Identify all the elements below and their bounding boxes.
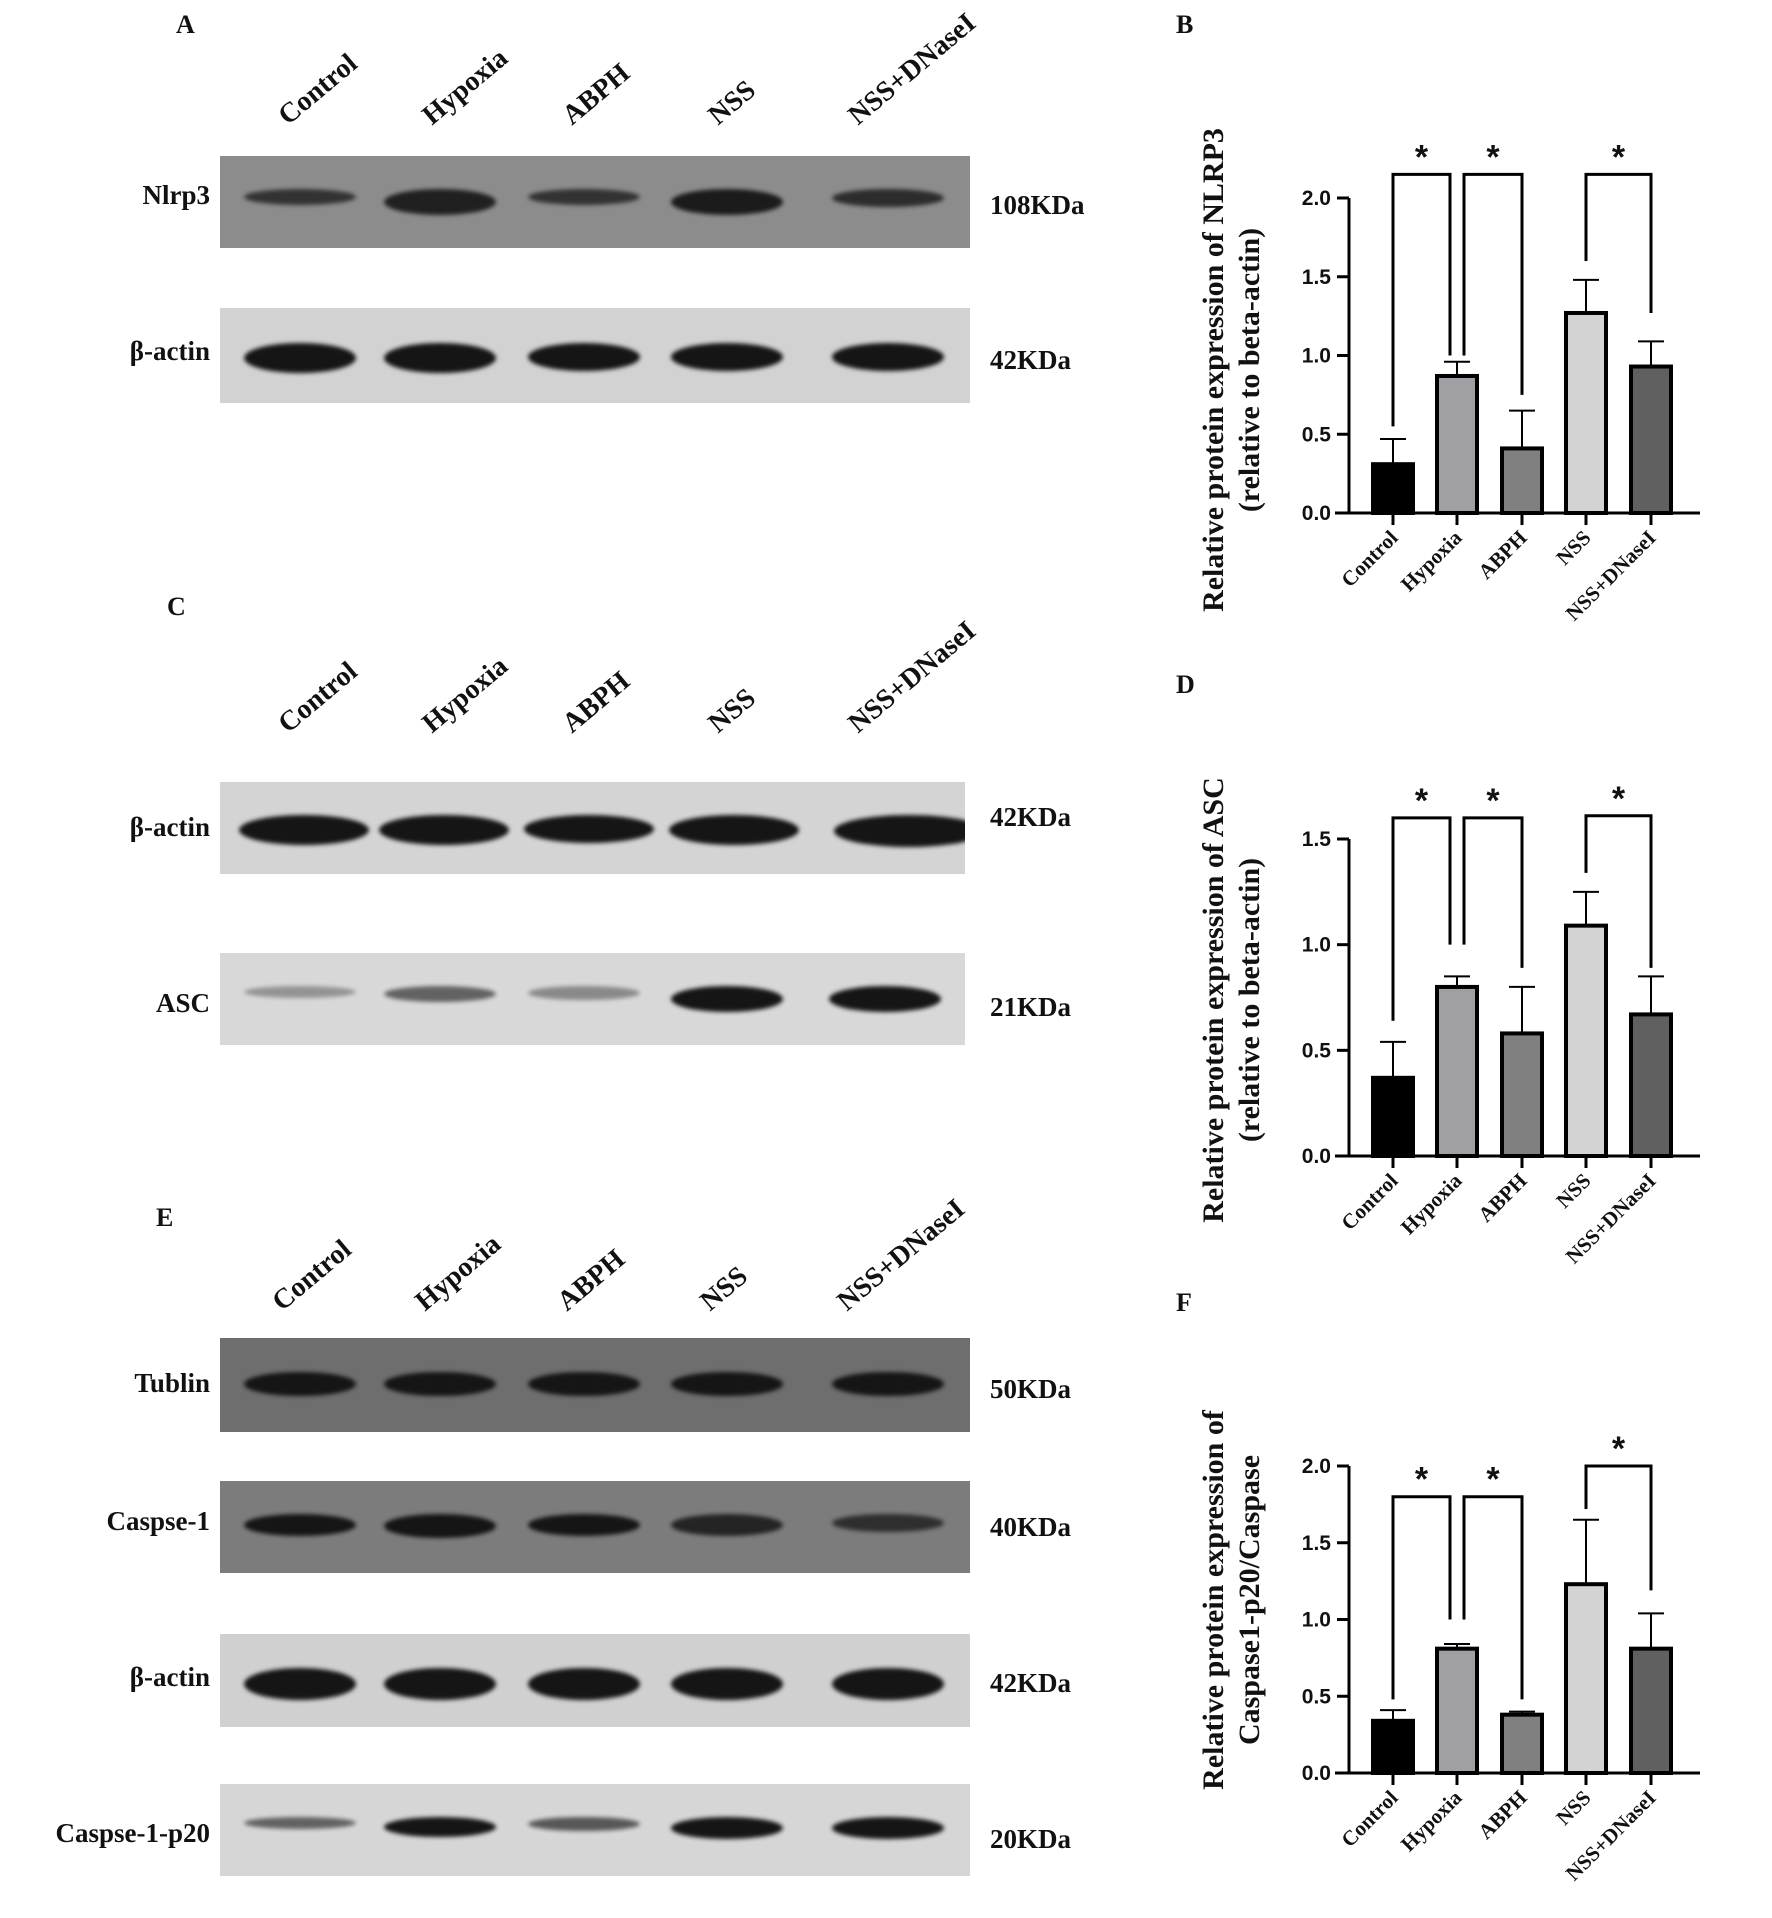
western-blot-beta-actin (220, 782, 965, 874)
significance-bracket (1462, 816, 1524, 968)
significance-bracket (1584, 814, 1653, 968)
panel-letter-f: F (1176, 1288, 1192, 1317)
significance-bracket (1391, 816, 1452, 1021)
western-blot-tublin (220, 1338, 970, 1432)
blot-label: β-actin (129, 812, 210, 842)
significance-bracket (1462, 172, 1524, 395)
y-tick-label: 0.0 (1302, 1145, 1331, 1168)
western-blot-beta-actin (220, 1634, 970, 1727)
bar-nss (1564, 310, 1608, 515)
panel-letter-a: A (176, 10, 195, 39)
molecular-weight-label: 21KDa (990, 992, 1071, 1022)
x-tick-label: ABPH (1473, 526, 1531, 584)
x-tick-label: Hypoxia (1396, 1785, 1467, 1856)
western-blot-nlrp3 (220, 156, 970, 248)
significance-star: * (1415, 782, 1429, 820)
significance-bracket (1462, 1495, 1524, 1700)
y-tick-label: 1.5 (1302, 266, 1332, 289)
panel-letter-e: E (156, 1203, 174, 1232)
y-tick-label: 0.5 (1302, 1685, 1332, 1708)
blot-label: β-actin (129, 1662, 210, 1692)
molecular-weight-label: 108KDa (990, 190, 1085, 220)
x-tick-label: Control (1336, 525, 1402, 591)
significance-bracket (1584, 172, 1653, 313)
x-tick-label: NSS (1551, 1786, 1595, 1830)
significance-star: * (1612, 1430, 1626, 1468)
bar-nss-dnasei (1629, 1646, 1673, 1776)
y-tick-label: 1.5 (1302, 828, 1332, 851)
western-blot-caspase-1-p20 (220, 1784, 970, 1876)
blot-label: Caspse-1 (106, 1506, 210, 1536)
molecular-weight-label: 50KDa (990, 1374, 1071, 1404)
significance-star: * (1612, 138, 1626, 176)
y-tick-label: 1.0 (1302, 934, 1331, 957)
y-tick-label: 0.0 (1302, 502, 1331, 525)
y-tick-label: 1.0 (1302, 345, 1331, 368)
blot-label: β-actin (129, 336, 210, 366)
bar-nss (1564, 1582, 1608, 1775)
blot-label: Nlrp3 (142, 180, 211, 210)
western-blot-beta-actin (220, 308, 970, 403)
x-tick-label: NSS (1551, 1169, 1595, 1213)
significance-star: * (1612, 780, 1626, 818)
molecular-weight-label: 42KDa (990, 1668, 1071, 1698)
significance-bracket (1391, 172, 1452, 427)
western-blot-caspase-1 (220, 1481, 970, 1573)
bar-hypoxia (1435, 1646, 1479, 1776)
molecular-weight-label: 42KDa (990, 802, 1071, 832)
bar-nss-dnasei (1629, 364, 1673, 515)
significance-star: * (1486, 782, 1500, 820)
y-tick-label: 2.0 (1302, 187, 1331, 210)
x-tick-label: ABPH (1473, 1786, 1531, 1844)
y-tick-label: 1.5 (1302, 1532, 1332, 1555)
molecular-weight-label: 20KDa (990, 1824, 1071, 1854)
y-tick-label: 0.5 (1302, 423, 1332, 446)
bar-control (1371, 1075, 1415, 1158)
y-tick-label: 0.0 (1302, 1762, 1331, 1785)
x-tick-label: ABPH (1473, 1169, 1531, 1227)
significance-bracket (1391, 1495, 1452, 1700)
significance-bracket (1584, 1464, 1653, 1591)
x-tick-label: Hypoxia (1396, 525, 1467, 596)
significance-star: * (1415, 1461, 1429, 1499)
western-blot-asc (220, 953, 965, 1045)
bar-abph (1500, 1031, 1544, 1158)
x-tick-label: NSS (1551, 526, 1595, 570)
blot-label: Tublin (134, 1368, 210, 1398)
blot-label: ASC (155, 988, 210, 1018)
x-tick-label: Control (1336, 1168, 1402, 1234)
blot-label: Caspse-1-p20 (55, 1818, 210, 1848)
y-tick-label: 1.0 (1302, 1609, 1331, 1632)
bar-hypoxia (1435, 373, 1479, 515)
bar-control (1371, 462, 1415, 515)
bar-nss-dnasei (1629, 1012, 1673, 1159)
molecular-weight-label: 40KDa (990, 1512, 1071, 1542)
x-tick-label: Hypoxia (1396, 1168, 1467, 1239)
molecular-weight-label: 42KDa (990, 345, 1071, 375)
significance-star: * (1486, 1461, 1500, 1499)
y-tick-label: 2.0 (1302, 1455, 1331, 1478)
bar-abph (1500, 1712, 1544, 1776)
significance-star: * (1486, 138, 1500, 176)
bar-hypoxia (1435, 984, 1479, 1159)
panel-letter-d: D (1176, 670, 1195, 699)
panel-letter-b: B (1176, 10, 1194, 39)
bar-nss (1564, 923, 1608, 1158)
bar-abph (1500, 446, 1544, 515)
x-tick-label: Control (1336, 1785, 1402, 1851)
y-tick-label: 0.5 (1302, 1039, 1332, 1062)
bar-control (1371, 1718, 1415, 1776)
panel-letter-c: C (167, 592, 186, 621)
significance-star: * (1415, 138, 1429, 176)
